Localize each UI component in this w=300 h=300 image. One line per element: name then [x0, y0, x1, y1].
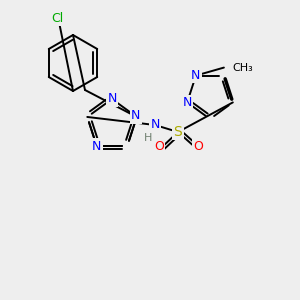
Text: O: O [154, 140, 164, 152]
Text: CH₃: CH₃ [232, 63, 253, 73]
Text: Cl: Cl [51, 11, 63, 25]
Text: N: N [150, 118, 160, 131]
Text: N: N [107, 92, 117, 106]
Text: N: N [182, 96, 192, 109]
Text: O: O [193, 140, 203, 152]
Text: N: N [92, 140, 101, 152]
Text: H: H [144, 133, 152, 143]
Text: N: N [191, 69, 201, 82]
Text: N: N [131, 110, 140, 122]
Text: S: S [174, 125, 182, 139]
